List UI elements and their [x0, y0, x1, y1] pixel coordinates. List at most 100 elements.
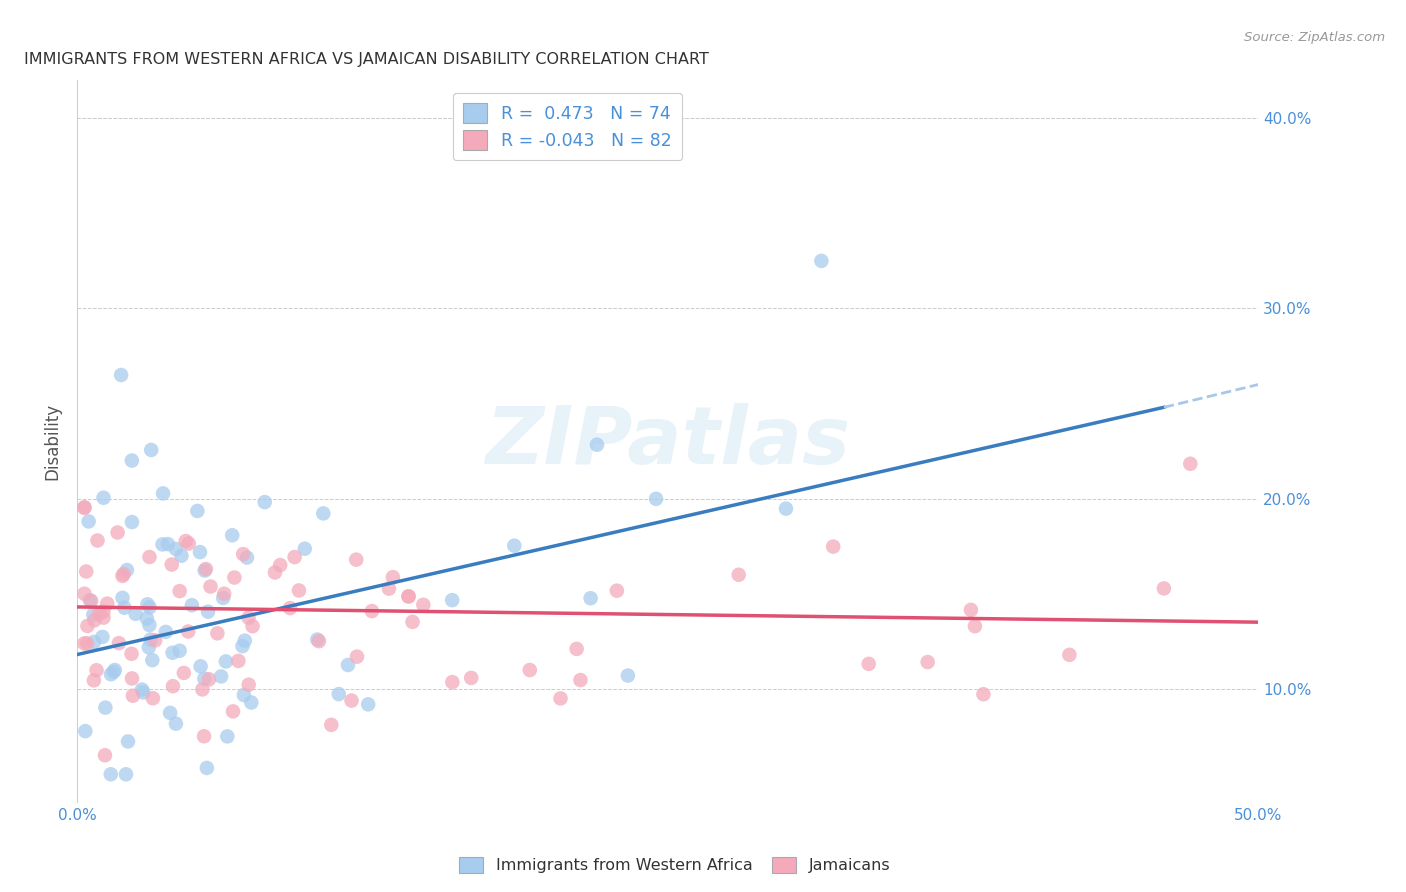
Point — [104, 663, 127, 677]
Point — [236, 550, 259, 565]
Point — [188, 545, 211, 559]
Point — [191, 682, 214, 697]
Point — [401, 615, 423, 629]
Point — [441, 593, 464, 607]
Point — [398, 590, 420, 604]
Point — [195, 761, 218, 775]
Point — [294, 541, 316, 556]
Text: ZIPatlas: ZIPatlas — [485, 402, 851, 481]
Point — [138, 618, 160, 632]
Point — [346, 649, 368, 664]
Point — [121, 672, 143, 686]
Point — [91, 630, 114, 644]
Point — [441, 675, 464, 690]
Legend: Immigrants from Western Africa, Jamaicans: Immigrants from Western Africa, Jamaican… — [453, 850, 897, 880]
Point — [115, 767, 138, 781]
Point — [308, 634, 330, 648]
Point — [131, 682, 153, 697]
Point — [138, 640, 160, 655]
Point — [917, 655, 939, 669]
Point — [606, 583, 628, 598]
Point — [115, 563, 138, 577]
Point — [121, 647, 143, 661]
Point — [86, 533, 108, 548]
Point — [110, 368, 132, 382]
Point — [264, 566, 287, 580]
Point — [238, 678, 260, 692]
Point — [193, 672, 215, 686]
Point — [86, 663, 108, 677]
Point — [111, 591, 134, 605]
Point — [1180, 457, 1202, 471]
Point — [212, 587, 235, 601]
Point — [73, 636, 96, 650]
Point — [360, 604, 382, 618]
Point — [112, 566, 135, 581]
Point — [162, 646, 184, 660]
Point — [198, 673, 221, 687]
Point — [858, 657, 880, 671]
Point — [197, 605, 219, 619]
Point — [284, 549, 307, 564]
Point — [156, 537, 179, 551]
Y-axis label: Disability: Disability — [44, 403, 62, 480]
Point — [173, 665, 195, 680]
Point — [340, 693, 363, 707]
Point — [231, 639, 253, 653]
Point — [94, 700, 117, 714]
Point — [1153, 582, 1175, 596]
Point — [143, 633, 166, 648]
Point — [269, 558, 291, 573]
Point — [645, 491, 668, 506]
Point — [232, 688, 254, 702]
Point — [73, 587, 96, 601]
Point — [93, 610, 115, 624]
Point — [76, 619, 98, 633]
Point — [142, 691, 165, 706]
Point — [579, 591, 602, 606]
Point — [75, 565, 97, 579]
Point — [83, 673, 105, 688]
Point — [727, 567, 749, 582]
Point — [378, 582, 401, 596]
Point — [215, 655, 238, 669]
Point — [194, 564, 217, 578]
Point — [83, 635, 105, 649]
Point — [73, 500, 96, 515]
Legend: R =  0.473   N = 74, R = -0.043   N = 82: R = 0.473 N = 74, R = -0.043 N = 82 — [453, 93, 682, 161]
Point — [169, 584, 191, 599]
Point — [117, 734, 139, 748]
Point — [209, 669, 232, 683]
Point — [412, 598, 434, 612]
Point — [221, 528, 243, 542]
Point — [82, 607, 104, 622]
Point — [170, 549, 193, 563]
Point — [240, 696, 263, 710]
Point — [519, 663, 541, 677]
Point — [93, 605, 115, 619]
Point — [228, 654, 250, 668]
Point — [775, 501, 797, 516]
Point — [224, 570, 246, 584]
Point — [136, 611, 159, 625]
Point — [972, 687, 994, 701]
Point — [160, 558, 183, 572]
Point — [312, 507, 335, 521]
Point — [963, 619, 986, 633]
Point — [141, 442, 163, 457]
Point — [586, 438, 609, 452]
Point — [94, 748, 117, 763]
Point — [193, 729, 215, 743]
Point — [177, 624, 200, 639]
Text: Source: ZipAtlas.com: Source: ZipAtlas.com — [1244, 31, 1385, 45]
Point — [207, 626, 229, 640]
Point — [381, 570, 404, 584]
Point — [307, 632, 329, 647]
Point — [93, 491, 115, 505]
Point — [960, 603, 983, 617]
Point — [222, 705, 245, 719]
Point — [165, 541, 187, 556]
Point — [136, 597, 159, 611]
Point — [124, 607, 146, 621]
Point — [569, 673, 592, 687]
